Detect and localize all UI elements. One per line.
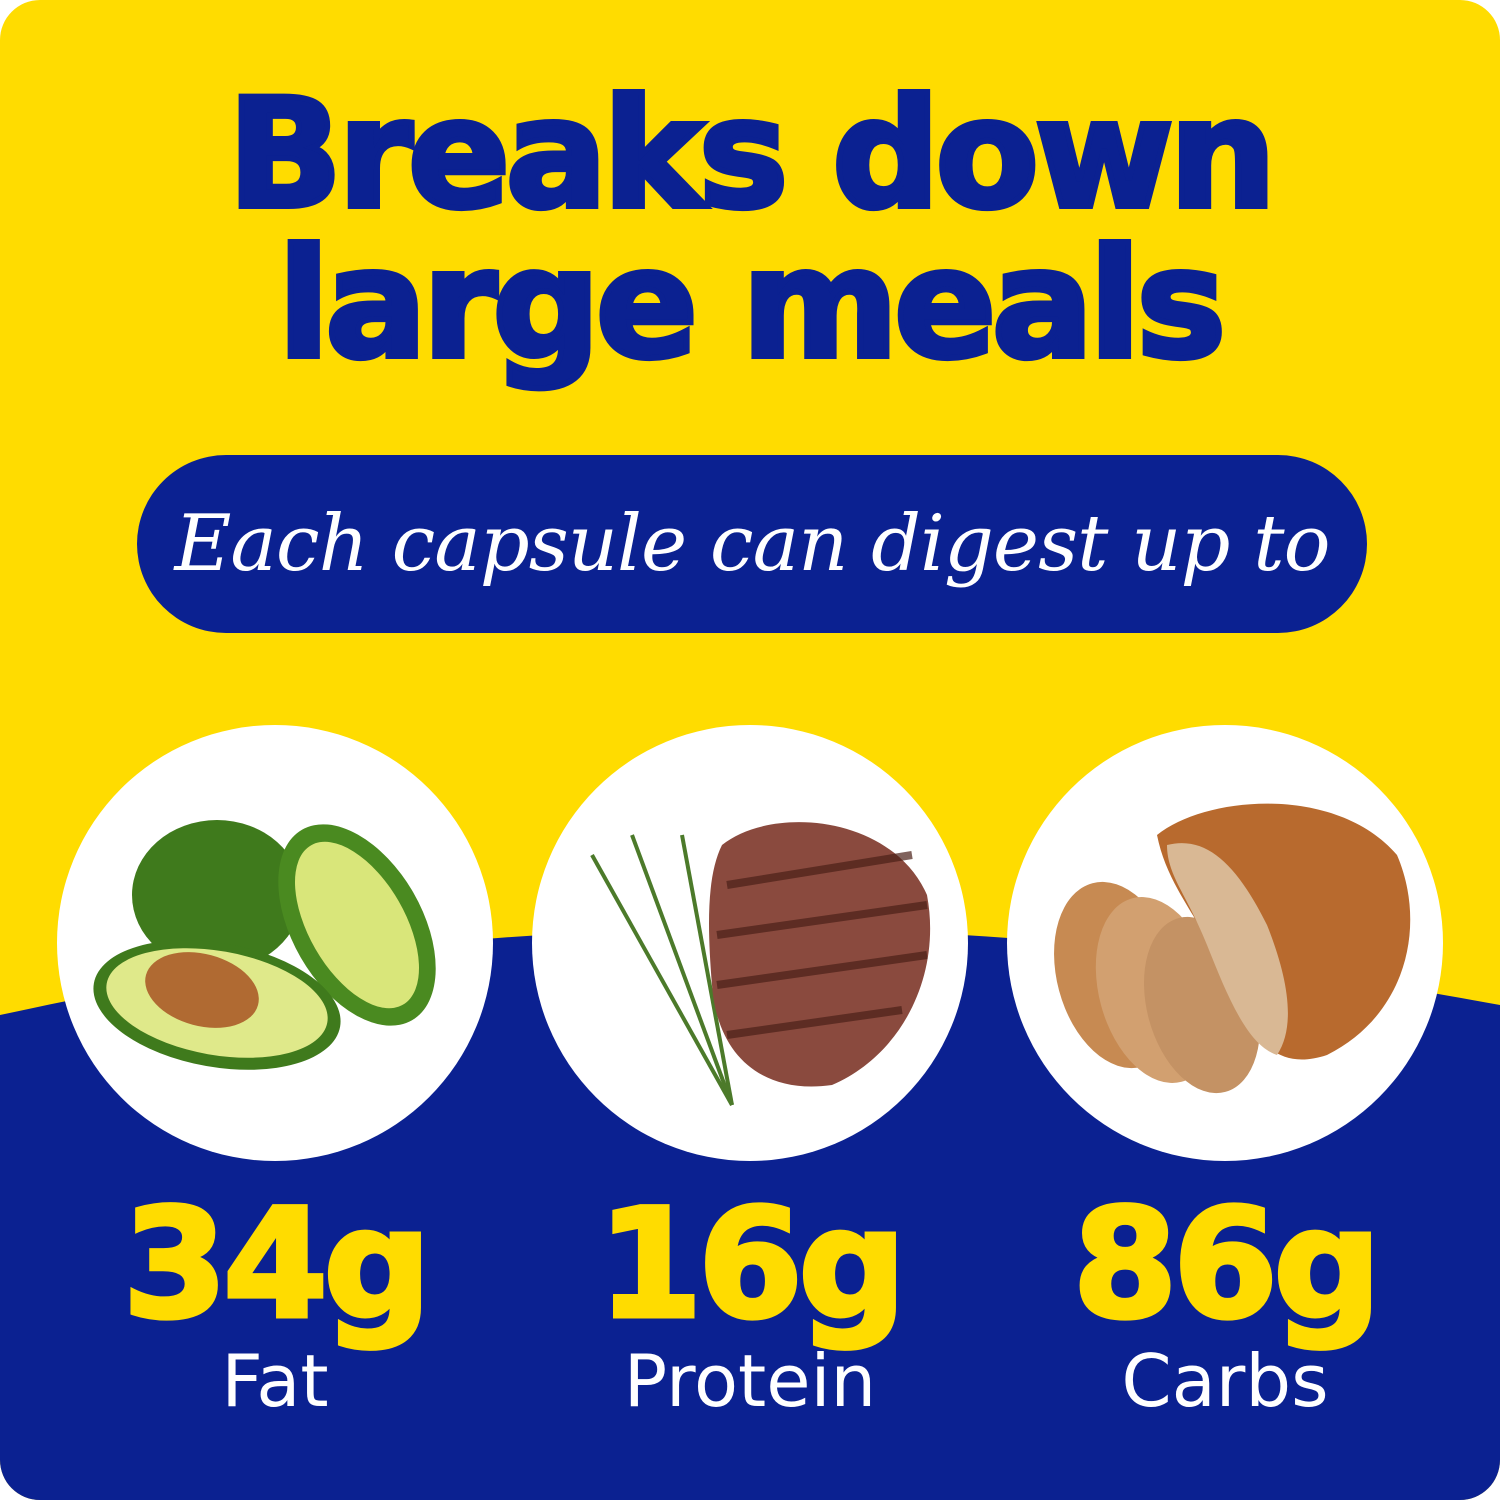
carbs-amount: 86g (1070, 1178, 1383, 1352)
fat-label: Fat (221, 1339, 329, 1423)
protein-amount: 16g (595, 1178, 908, 1352)
headline-line-1: Breaks down (225, 68, 1279, 242)
avocado-image (57, 725, 493, 1161)
subhead-text: Each capsule can digest up to (174, 499, 1330, 589)
protein-label: Protein (623, 1339, 877, 1423)
fat-amount: 34g (120, 1178, 433, 1352)
carbs-label: Carbs (1121, 1339, 1329, 1423)
steak-image (532, 725, 968, 1161)
headline-line-2: large meals (275, 218, 1229, 392)
bread-image (1007, 725, 1443, 1161)
subhead-banner: Each capsule can digest up to (137, 455, 1367, 633)
